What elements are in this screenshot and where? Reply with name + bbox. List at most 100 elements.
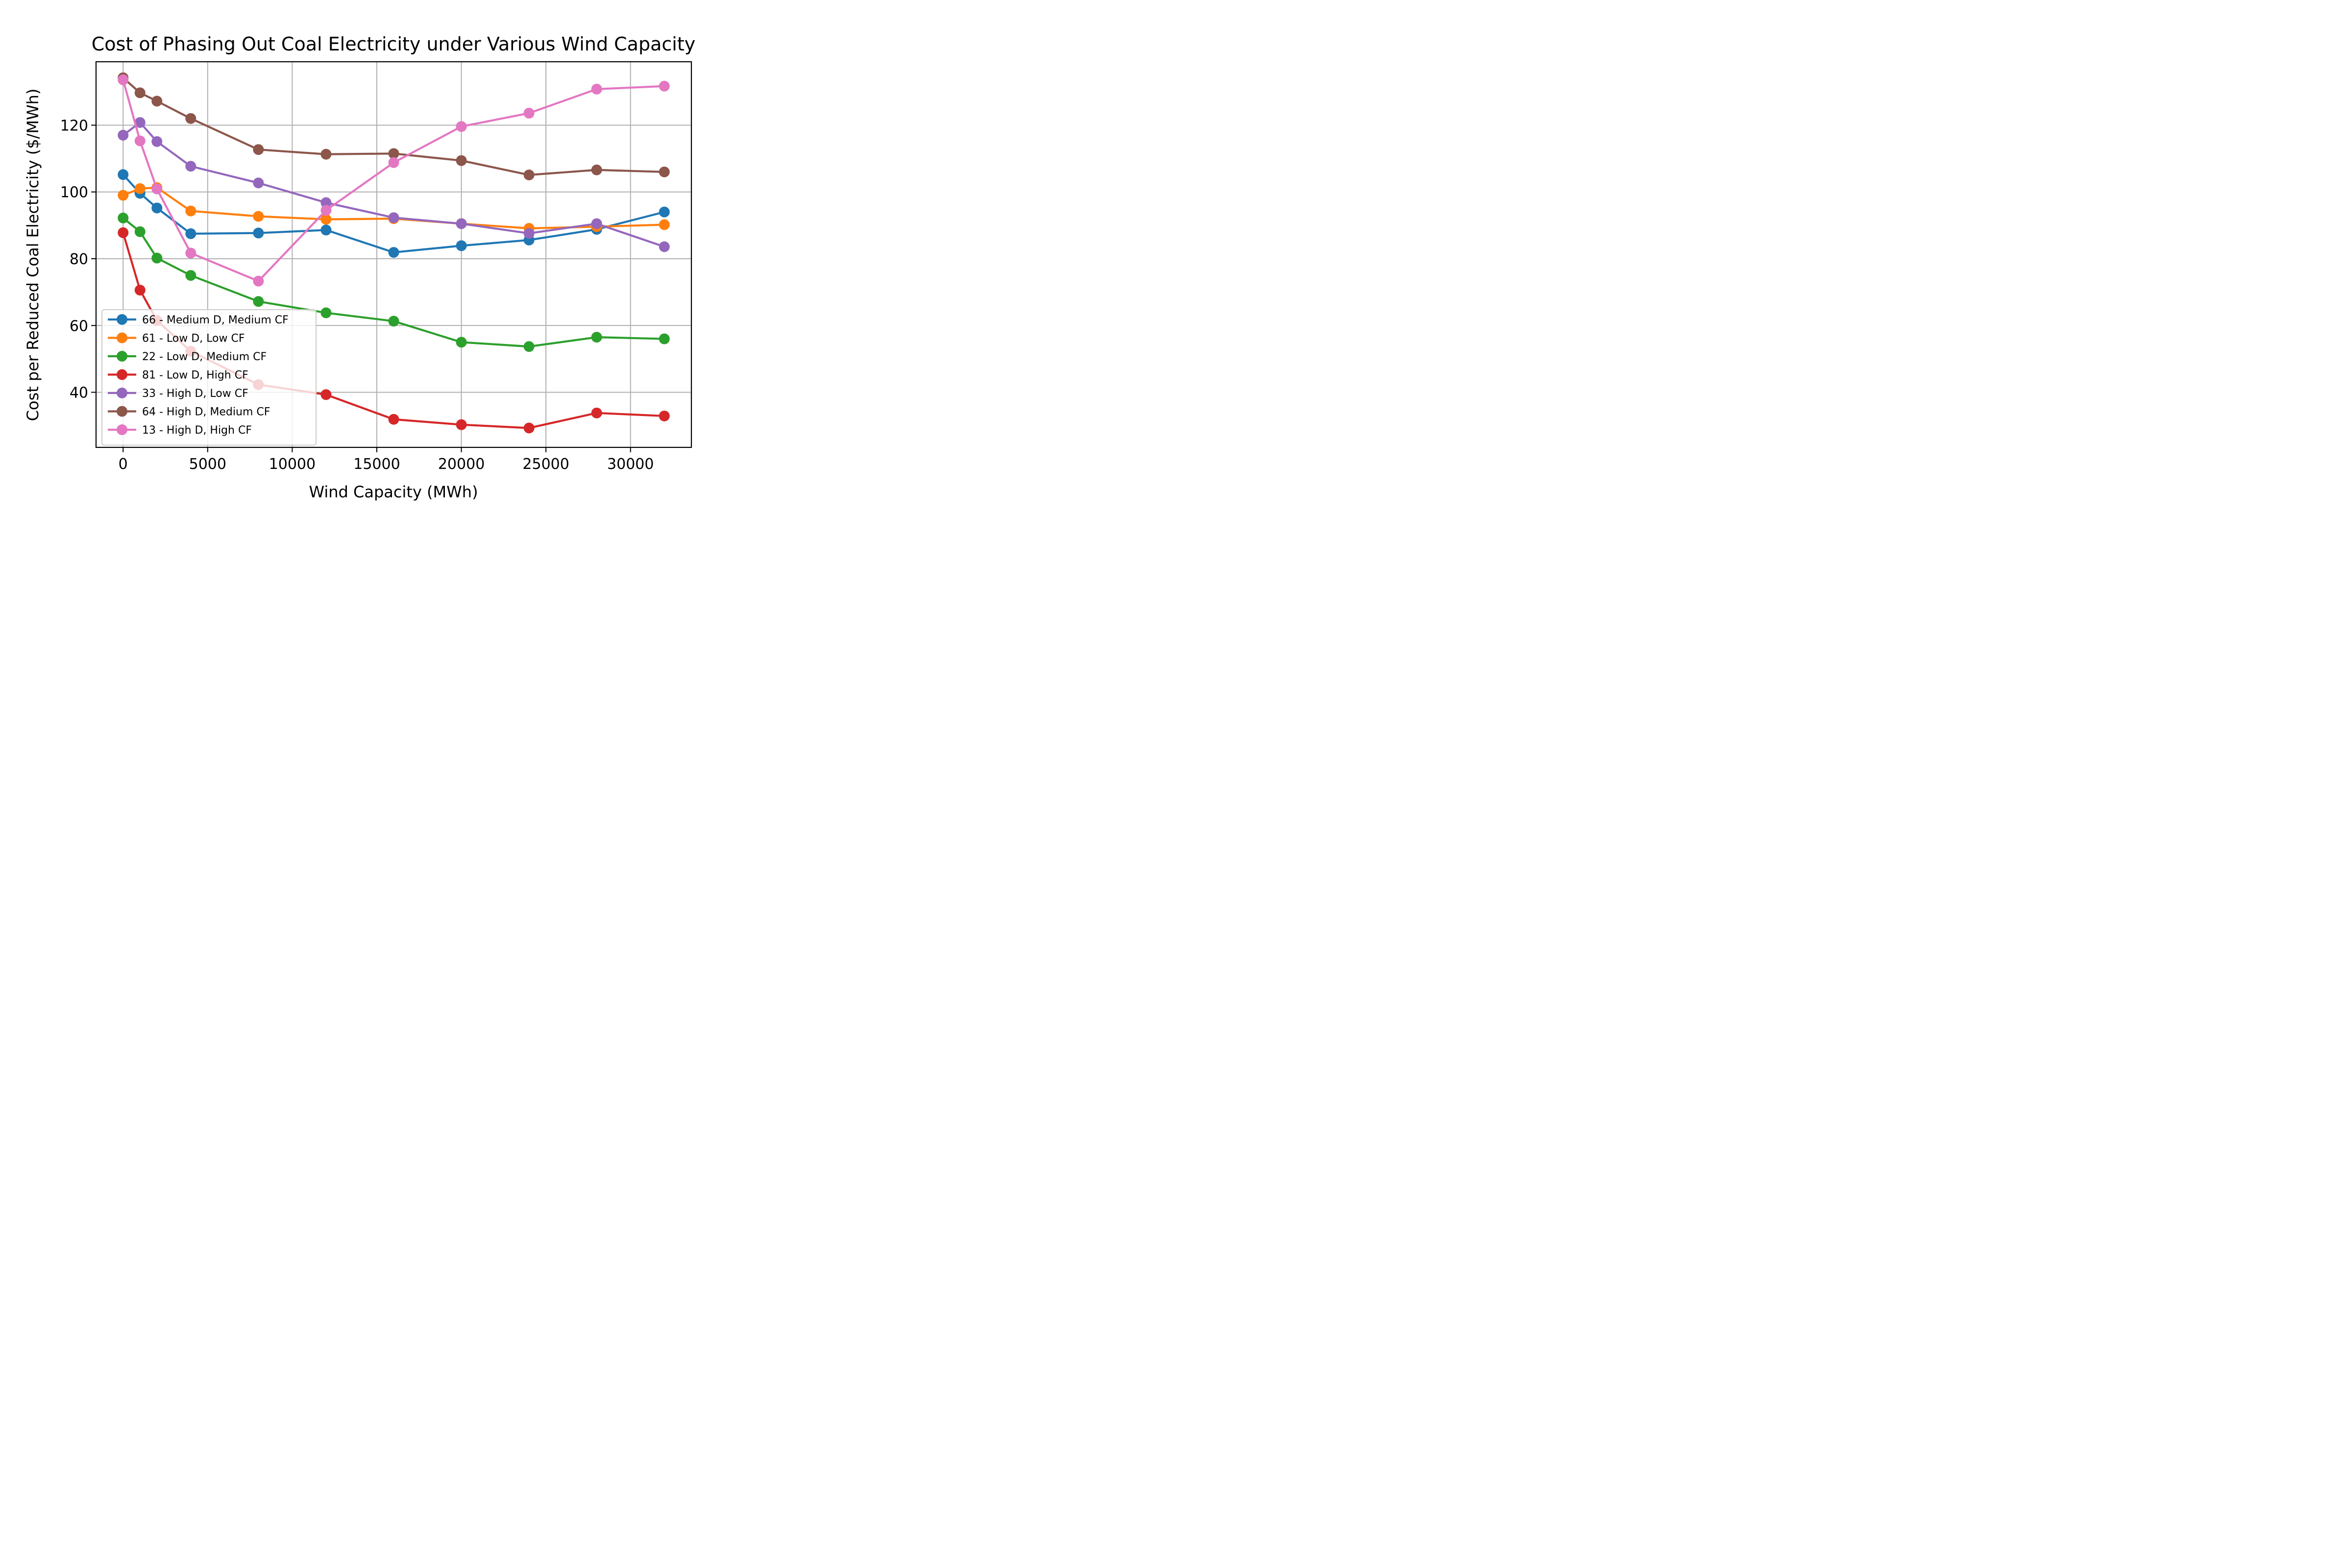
legend-item-66-medium-d-medium-cf: 66 - Medium D, Medium CF: [108, 314, 289, 326]
legend-label: 33 - High D, Low CF: [142, 388, 248, 400]
legend-item-64-high-d-medium-cf: 64 - High D, Medium CF: [108, 406, 270, 418]
legend: 66 - Medium D, Medium CF 61 - Low D, Low …: [101, 309, 317, 446]
y-tick-label: 120: [60, 117, 88, 134]
y-tick-label: 80: [70, 251, 88, 268]
data-point: [253, 211, 264, 222]
data-point: [320, 224, 332, 236]
data-point: [118, 129, 129, 141]
data-point: [388, 316, 399, 327]
data-point: [185, 228, 196, 239]
legend-item-61-low-d-low-cf: 61 - Low D, Low CF: [108, 332, 245, 345]
data-point: [185, 270, 196, 281]
data-point: [118, 212, 129, 223]
data-point: [659, 333, 670, 344]
data-point: [151, 136, 163, 147]
data-point: [591, 218, 602, 229]
data-point: [659, 410, 670, 421]
legend-marker: [117, 332, 127, 343]
data-point: [134, 183, 146, 194]
series-layer: [118, 72, 670, 434]
data-point: [388, 247, 399, 258]
legend-marker: [117, 351, 127, 362]
data-point: [320, 214, 332, 225]
data-point: [659, 80, 670, 92]
legend-marker: [117, 369, 127, 380]
data-point: [320, 148, 332, 160]
data-point: [591, 407, 602, 418]
data-point: [118, 74, 129, 85]
data-point: [456, 419, 467, 430]
data-point: [253, 296, 264, 307]
y-tick-label: 100: [60, 184, 88, 201]
x-tick-label: 10000: [269, 456, 316, 473]
x-tick-label: 0: [119, 456, 128, 473]
data-point: [659, 241, 670, 252]
y-tick-label: 40: [70, 385, 88, 402]
data-point: [134, 87, 146, 98]
axis-ticks: 0 5000 10000 15000 20000 25000 30000 40 60 80 100 1…: [60, 117, 654, 473]
data-point: [659, 206, 670, 218]
data-point: [659, 219, 670, 230]
legend-label: 81 - Low D, High CF: [142, 369, 248, 382]
data-point: [151, 96, 163, 107]
data-point: [591, 164, 602, 175]
x-axis-label: Wind Capacity (MWh): [309, 483, 478, 501]
chart-title: Cost of Phasing Out Coal Electricity und…: [92, 33, 695, 55]
data-point: [320, 197, 332, 208]
data-point: [456, 121, 467, 132]
plot-frame: [95, 61, 692, 448]
data-point: [523, 107, 535, 119]
data-point: [388, 148, 399, 159]
data-point: [523, 341, 535, 352]
legend-label: 64 - High D, Medium CF: [142, 406, 270, 418]
data-point: [456, 155, 467, 166]
x-tick-label: 5000: [189, 456, 226, 473]
data-point: [253, 227, 264, 239]
data-point: [320, 389, 332, 400]
legend-marker: [117, 388, 127, 398]
x-tick-label: 20000: [438, 456, 485, 473]
data-point: [456, 240, 467, 251]
legend-marker: [117, 424, 127, 435]
data-point: [151, 202, 163, 214]
y-tick-label: 60: [70, 318, 88, 335]
data-point: [591, 83, 602, 95]
legend-label: 61 - Low D, Low CF: [142, 333, 245, 345]
series-33-high-d-low-cf: [118, 117, 670, 252]
data-point: [134, 285, 146, 296]
data-point: [118, 227, 129, 238]
data-point: [253, 144, 264, 155]
legend-marker: [117, 406, 127, 417]
data-point: [185, 113, 196, 124]
data-point: [591, 332, 602, 343]
data-point: [456, 218, 467, 229]
data-point: [253, 275, 264, 287]
y-axis-label: Cost per Reduced Coal Electricity ($/MWh…: [24, 89, 42, 421]
legend-box: [101, 309, 317, 446]
legend-marker: [117, 314, 127, 325]
data-point: [151, 183, 163, 195]
data-point: [523, 169, 535, 180]
data-point: [185, 247, 196, 259]
data-point: [185, 205, 196, 217]
legend-item-33-high-d-low-cf: 33 - High D, Low CF: [108, 388, 248, 400]
legend-label: 13 - High D, High CF: [142, 424, 252, 437]
legend-item-22-low-d-medium-cf: 22 - Low D, Medium CF: [108, 351, 267, 363]
legend-label: 66 - Medium D, Medium CF: [142, 314, 289, 326]
data-point: [134, 117, 146, 128]
x-tick-label: 30000: [607, 456, 654, 473]
data-point: [523, 228, 535, 239]
data-point: [134, 226, 146, 237]
data-point: [134, 135, 146, 147]
x-tick-label: 15000: [353, 456, 400, 473]
data-point: [151, 252, 163, 264]
data-point: [118, 169, 129, 180]
legend-item-13-high-d-high-cf: 13 - High D, High CF: [108, 424, 252, 437]
data-point: [320, 307, 332, 318]
series-13-high-d-high-cf: [118, 74, 670, 287]
data-point: [253, 177, 264, 189]
series-22-low-d-medium-cf: [118, 212, 670, 352]
data-point: [523, 422, 535, 434]
data-point: [388, 212, 399, 223]
data-point: [388, 157, 399, 168]
